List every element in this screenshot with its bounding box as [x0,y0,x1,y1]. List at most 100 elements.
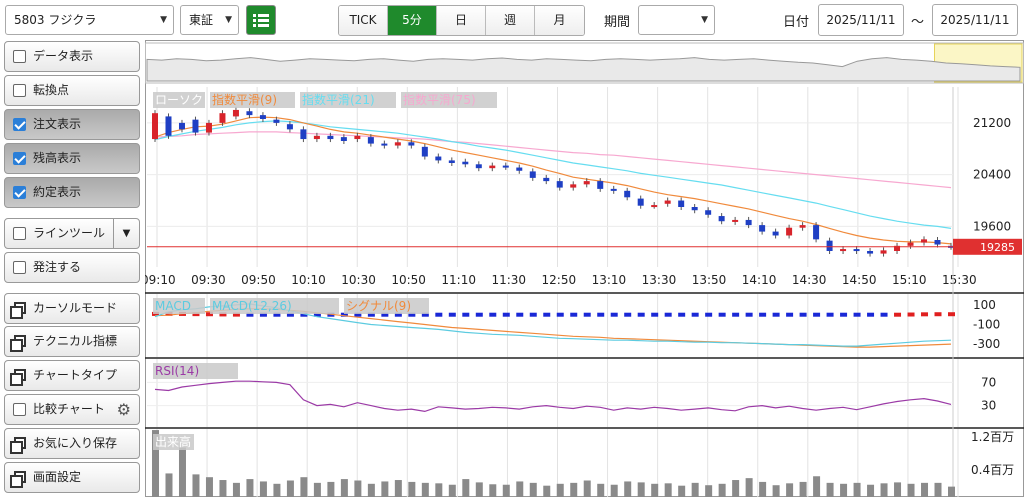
candle [367,137,374,144]
x-tick-label: 14:10 [742,273,777,287]
tab-week[interactable]: 週 [486,6,535,35]
macd-histogram-bar [219,312,227,317]
volume-bar [907,483,915,497]
candle [624,190,631,198]
macd-histogram-bar [583,312,591,317]
macd-histogram-bar [705,312,713,317]
symbol-select[interactable]: 5803 フジクラ ▼ [5,5,174,35]
macd-histogram-bar [624,312,632,317]
macd-histogram-bar [934,312,942,317]
y-tick-label: 70 [981,375,996,389]
volume-bar [502,484,510,497]
volume-bar [475,482,483,497]
y-tick-label: 1.2百万 [971,430,1014,444]
volume-bar [597,483,605,497]
chart-area[interactable]: 09:10 09:30 09:50 10:10 10:30 10:50 11:10 11:30… [145,40,1024,497]
macd-histogram-bar [408,312,416,317]
tab-month[interactable]: 月 [535,6,584,35]
period-select[interactable]: ▼ [638,5,715,35]
price-legend-item: ローソク [155,93,203,107]
sidebar-item-label: 比較チャート [33,402,105,416]
volume-bar [543,485,551,497]
sidebar-item-10[interactable]: 比較チャート ⚙ [4,394,140,425]
tab-day[interactable]: 日 [437,6,486,35]
checkbox-icon [13,227,26,240]
candle [691,207,698,211]
volume-bar [354,480,362,497]
volume-bar [273,483,281,497]
price-legend-bg [153,92,205,108]
list-view-button[interactable] [246,5,276,35]
macd-histogram-bar [421,312,429,317]
macd-histogram-bar [286,312,294,317]
period-tabs: TICK 5分 日 週 月 [338,5,585,36]
macd-histogram-bar [300,312,308,317]
candle [813,225,820,240]
price-legend-bg [401,92,497,108]
date-to-input[interactable]: 2025/11/11 [932,4,1018,36]
y-tick-label: -300 [973,337,1000,351]
candle [867,251,874,254]
x-tick-label: 10:50 [391,273,426,287]
volume-bar [772,485,780,497]
sidebar-item-9[interactable]: チャートタイプ [4,360,140,391]
overview-area [146,57,1021,82]
macd-histogram-bar [867,312,875,317]
x-tick-label: 10:10 [291,273,326,287]
candle [826,240,833,251]
volume-bar [178,447,186,497]
volume-bar [745,478,753,497]
sidebar-item-0[interactable]: データ表示 [4,41,140,72]
candle [894,245,901,251]
volume-bar [948,486,955,497]
market-select[interactable]: 東証 ▼ [180,5,239,35]
volume-bar [691,482,699,497]
macd-histogram-bar [394,312,402,317]
candle [718,216,725,222]
sidebar-item-2[interactable]: 注文表示 [4,109,140,140]
sidebar-item-5[interactable]: ラインツール ▼ [4,218,140,249]
rsi-legend-bg [153,363,238,379]
volume-bar [826,482,834,497]
sidebar-item-label: カーソルモード [33,301,118,315]
macd-histogram-bar [921,312,929,317]
sidebar-item-7[interactable]: カーソルモード [4,293,140,324]
candle [489,165,496,169]
sidebar-item-label: 約定表示 [33,185,82,199]
candle [205,122,212,133]
x-tick-label: 10:30 [341,273,376,287]
macd-histogram-bar [610,312,618,317]
candle [246,111,253,116]
chevron-down-icon[interactable]: ▼ [113,219,139,248]
volume-bar [327,481,335,497]
window-icon [10,302,26,319]
sidebar-item-6[interactable]: 発注する [4,252,140,283]
sidebar-item-8[interactable]: テクニカル指標 [4,326,140,357]
candle [448,160,455,163]
macd-histogram-bar [948,312,955,317]
sidebar-item-4[interactable]: 約定表示 [4,177,140,208]
macd-legend-bg [344,298,429,314]
gear-icon[interactable]: ⚙ [116,400,131,419]
checkbox-checked-icon [13,118,26,131]
volume-bar [421,482,429,497]
y-tick-label: 0.4百万 [971,463,1014,477]
tab-tick[interactable]: TICK [339,6,388,35]
sidebar-item-11[interactable]: お気に入り保存 [4,428,140,459]
sidebar-item-3[interactable]: 残高表示 [4,143,140,174]
volume-legend-bg [153,434,194,450]
macd-legend-item: シグナル(9) [346,299,411,313]
macd-histogram-bar [880,312,888,317]
macd-legend-item: MACD(12,26) [212,299,292,313]
sidebar-item-1[interactable]: 転換点 [4,75,140,106]
volume-bar [462,479,470,497]
sidebar-item-12[interactable]: 画面設定 [4,462,140,493]
y-tick-label: 100 [973,298,996,312]
volume-bar [489,484,497,497]
volume-bar [664,483,672,497]
volume-bar [286,480,294,497]
candle [340,137,347,141]
date-from-input[interactable]: 2025/11/11 [818,4,904,36]
tab-5min[interactable]: 5分 [388,6,437,35]
candle [313,135,320,140]
